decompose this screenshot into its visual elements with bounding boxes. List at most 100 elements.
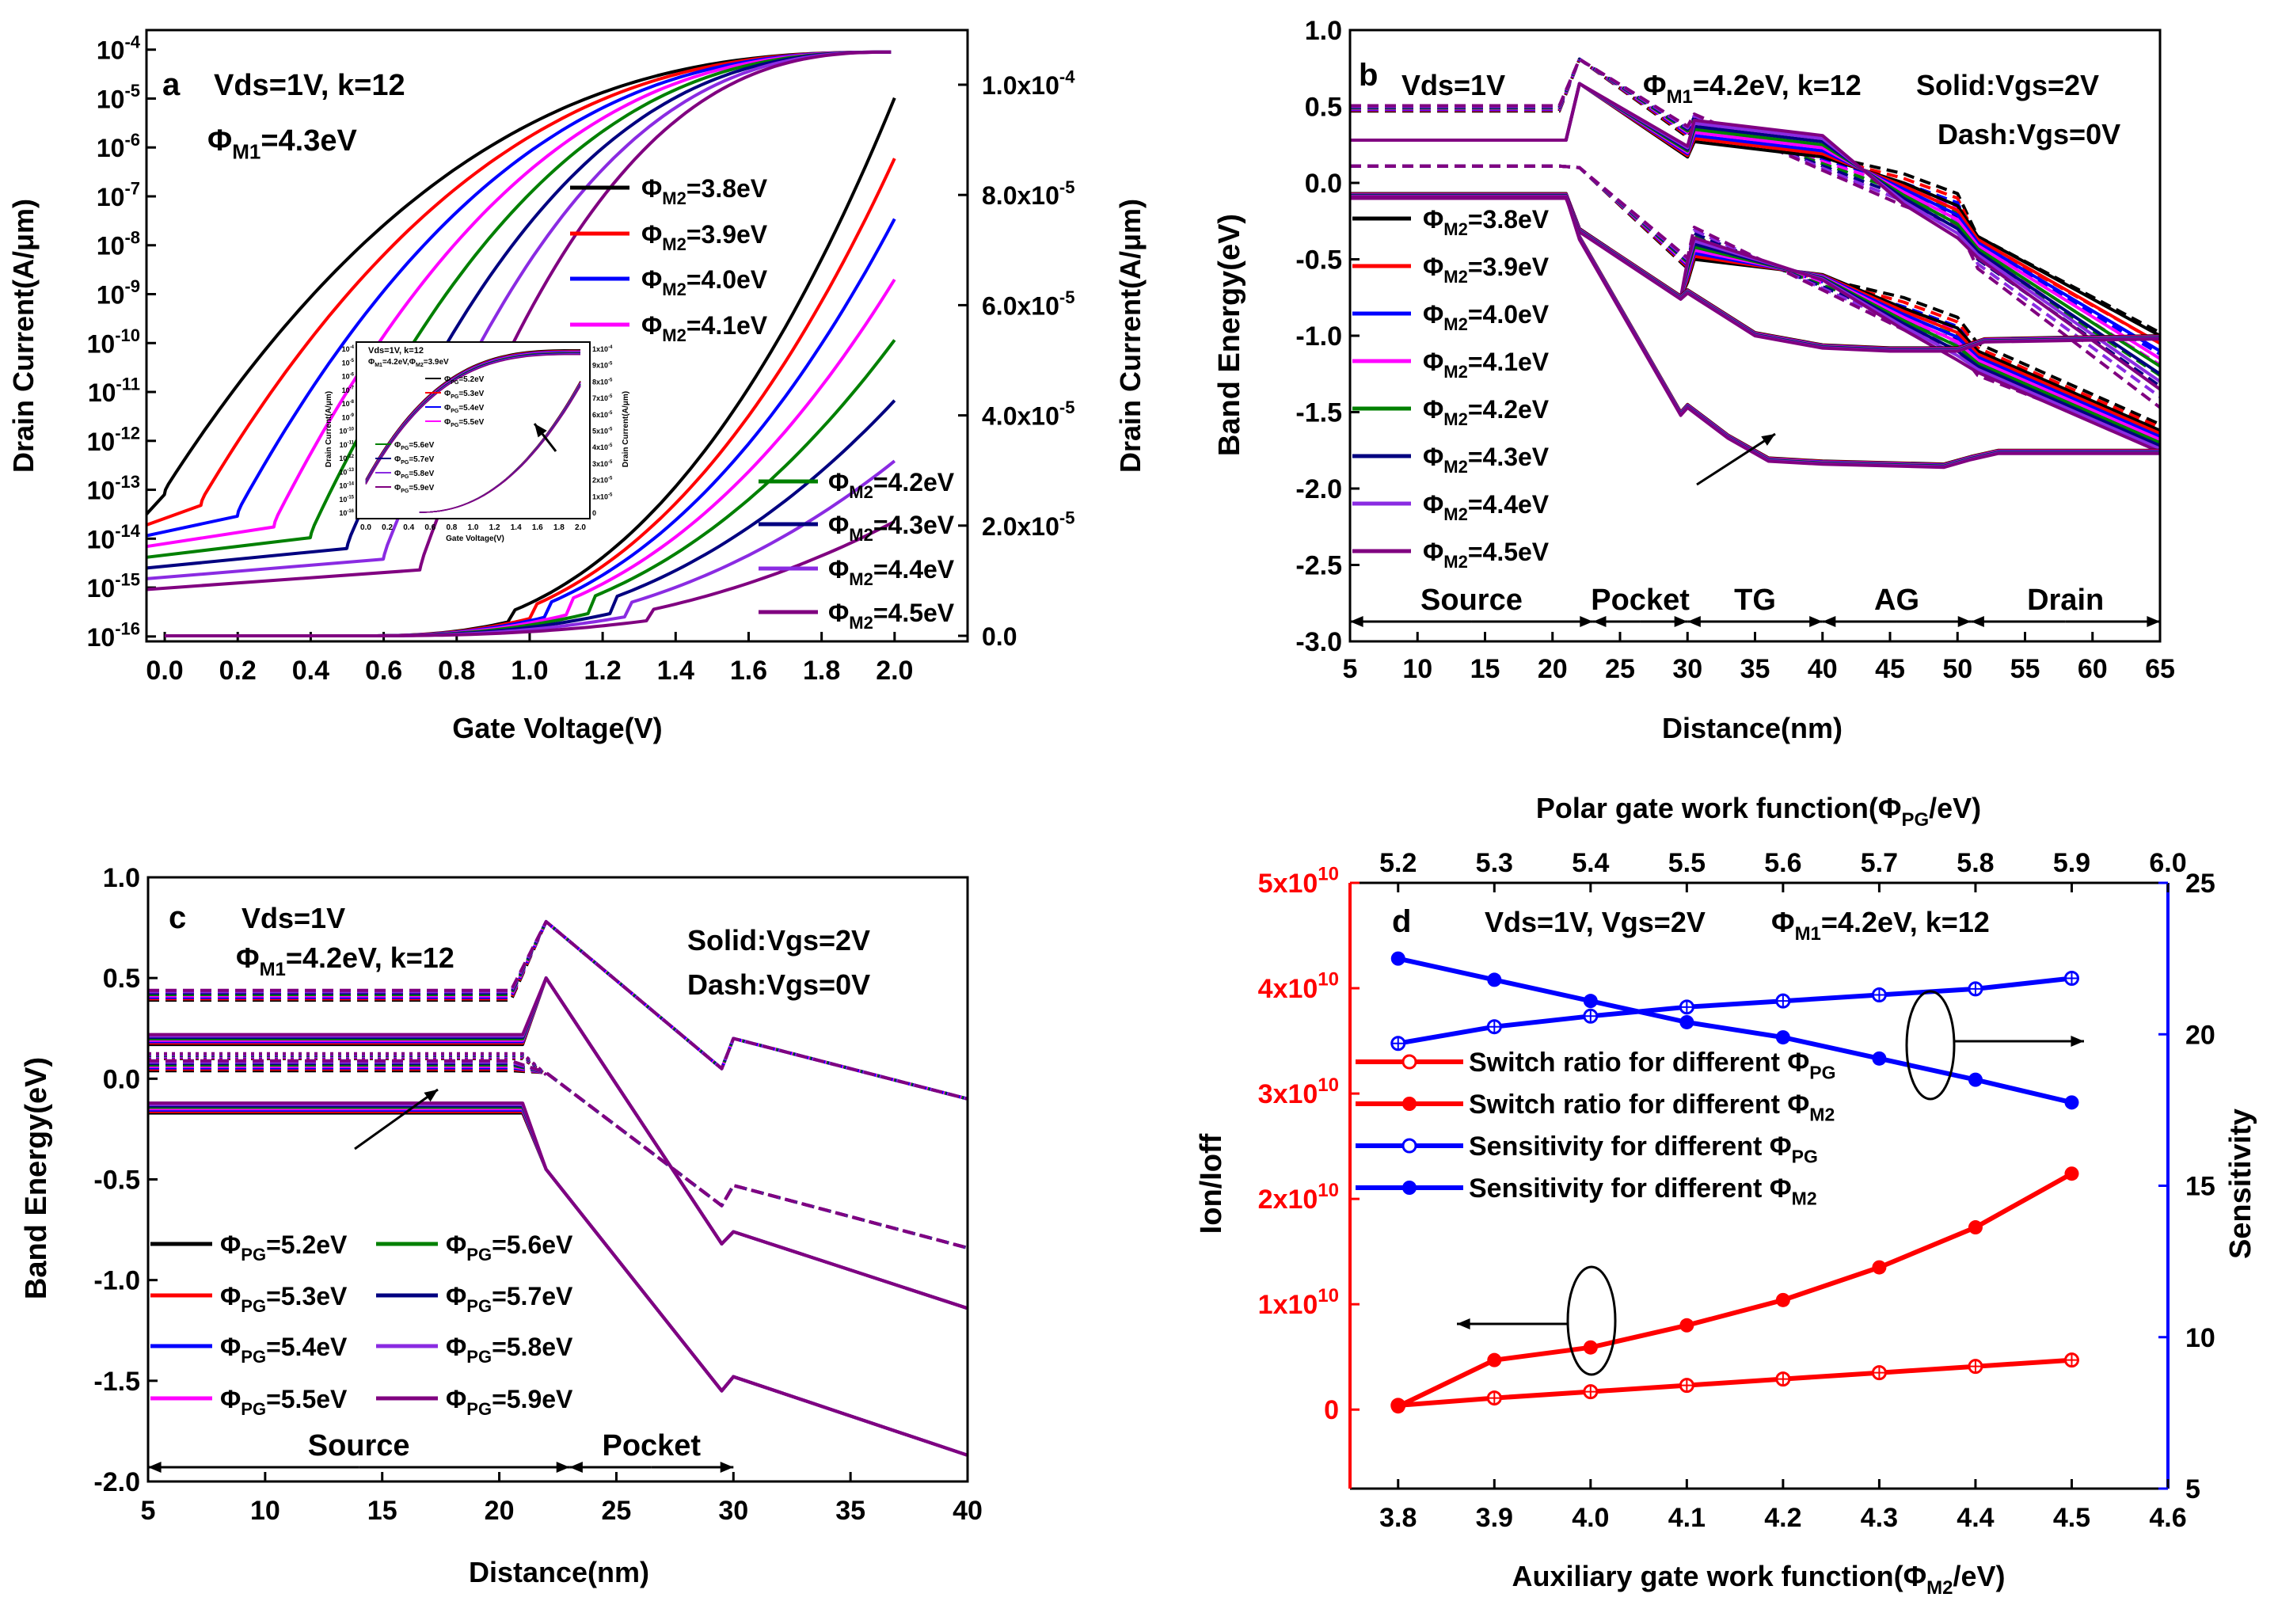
- data-point: [2064, 1166, 2079, 1181]
- inset-x-tick-label: 0.4: [403, 523, 414, 532]
- y-tick-label: 0.0: [1305, 169, 1342, 199]
- inset-y-tick-label: 10-13: [339, 468, 354, 476]
- series-line: [1398, 956, 2073, 1105]
- dashdot-band: [148, 1052, 548, 1076]
- arrow-head: [1457, 1318, 1470, 1330]
- x-tick-label: 40: [953, 1496, 983, 1526]
- annotation: Dash:Vgs=0V: [687, 968, 870, 1001]
- y-axis-label: Band Energy(eV): [1213, 214, 1246, 456]
- inset-legend-label: ΦPG​=5.5eV: [444, 418, 485, 428]
- y-tick-label: 0.5: [103, 964, 140, 994]
- inset-y-tick-label: 10-5: [342, 359, 355, 367]
- solid-band-vb-low: [1350, 193, 2160, 467]
- y-tick-label: 10-6: [97, 130, 140, 162]
- y-right-tick-label: 6.0x10-5: [982, 287, 1074, 320]
- legend-label: Sensitivity for different ΦM2​: [1469, 1173, 1817, 1209]
- arrow-head: [148, 1461, 162, 1474]
- x-tick-label: 1.0: [511, 656, 548, 686]
- dashed-band-vb: [148, 1063, 968, 1249]
- y-tick-label: 1.0: [1305, 16, 1342, 46]
- x-tick-label: 4.3: [1861, 1503, 1898, 1533]
- solid-band-cb: [148, 976, 968, 1310]
- legend-label: ΦM2​=4.4eV: [1423, 490, 1550, 524]
- x-tick-label: 0.8: [438, 656, 475, 686]
- y-right-tick-label: 25: [2185, 869, 2215, 899]
- legend-label: ΦM2​=3.8eV: [1423, 205, 1550, 239]
- legend-label: ΦM2​=4.4eV: [828, 555, 955, 589]
- inset-y-right-tick-label: 0: [592, 509, 596, 517]
- x-top-tick-label: 5.5: [1668, 848, 1706, 878]
- arrow-head: [1687, 615, 1701, 628]
- legend-marker: [1401, 1054, 1417, 1070]
- inset-x-tick-label: 1.6: [532, 523, 543, 532]
- data-point: [1968, 1072, 1983, 1087]
- inset-y-right-tick-label: 1x10-5: [592, 493, 613, 500]
- x-top-tick-label: 6.0: [2149, 848, 2186, 878]
- arrow-head: [1761, 434, 1775, 446]
- inset-y-tick-label: 10-9: [342, 413, 355, 421]
- y-tick-label: -2.0: [93, 1467, 140, 1497]
- x-tick-label: 3.9: [1476, 1503, 1513, 1533]
- data-point: [1583, 994, 1598, 1009]
- annotation: Vds=1V, Vgs=2V: [1485, 906, 1706, 938]
- inset-y-tick-label: 10-14: [339, 481, 354, 489]
- inset-y-tick-label: 10-6: [342, 372, 355, 380]
- inset-linear-curve: [419, 386, 581, 513]
- data-point: [1775, 1292, 1790, 1307]
- x-tick-label: 4.5: [2053, 1503, 2090, 1533]
- inset-annotation: ΦM1​=4.2eV,ΦM2​=3.9eV: [368, 358, 449, 368]
- legend-label: ΦM2​=3.9eV: [1423, 253, 1550, 287]
- inset-x-tick-label: 0.8: [446, 523, 457, 532]
- x-tick-label: 0.6: [365, 656, 402, 686]
- y-tick-label: -1.5: [93, 1367, 140, 1397]
- data-point: [1775, 1030, 1790, 1045]
- x-tick-label: 10: [250, 1496, 280, 1526]
- arrow-head: [2147, 615, 2160, 628]
- arrow-head: [569, 1461, 583, 1474]
- inset-legend-label: ΦPG​=5.8eV: [394, 470, 435, 480]
- x-tick-label: 0.4: [292, 656, 329, 686]
- y-tick-label: 10-15: [87, 570, 140, 603]
- legend-label: Switch ratio for different ΦPG​: [1469, 1048, 1836, 1083]
- plot-frame: [146, 876, 969, 1483]
- dashed-band-vb: [148, 1062, 968, 1249]
- panel-a: 0.0 0.2 0.4 0.6 0.8 1.0 1.2 1.4 1.6 1.8 2.0 10-16 10…: [7, 29, 1147, 744]
- y-tick-label: 10-7: [97, 179, 140, 211]
- plot-frame: [1348, 29, 2162, 643]
- inset-y-right-tick-label: 7x10-5: [592, 394, 613, 402]
- x-tick-label: 60: [2078, 654, 2108, 684]
- x-tick-label: 0.2: [219, 656, 257, 686]
- y-right-tick-label: 5: [2185, 1474, 2200, 1504]
- y-right-tick-label: 10: [2185, 1323, 2215, 1353]
- y-tick-label: -1.5: [1295, 398, 1342, 428]
- data-point: [1872, 1260, 1887, 1275]
- x-tick-label: 1.4: [657, 656, 694, 686]
- inset-y-tick-label: 10-15: [339, 496, 354, 504]
- dashed-band-vb: [148, 1059, 968, 1249]
- y-tick-label: 1.0: [103, 863, 140, 893]
- region-label: Pocket: [1591, 584, 1690, 617]
- data-point: [1390, 951, 1405, 966]
- y-right-tick-label: 0.0: [982, 622, 1017, 651]
- x-top-tick-label: 5.6: [1764, 848, 1801, 878]
- inset-y-tick-label: 10-10: [339, 427, 354, 435]
- x-top-tick-label: 5.3: [1476, 848, 1513, 878]
- arrow-head: [534, 424, 547, 438]
- trend-arrow: [1696, 432, 1776, 486]
- y-tick-label: 10-11: [88, 375, 140, 407]
- dashed-band-vb: [148, 1067, 968, 1249]
- inset-legend-label: ΦPG​=5.9eV: [394, 484, 435, 494]
- inset-y-tick-label: 10-8: [342, 400, 355, 408]
- legend-label: ΦPG​=5.7eV: [446, 1282, 573, 1316]
- x-axis-label: Distance(nm): [469, 1556, 649, 1588]
- x-tick-label: 3.8: [1379, 1503, 1417, 1533]
- arrow-head: [2071, 1035, 2084, 1048]
- inset-y-axis-label: Drain Current(A/μm): [325, 391, 333, 467]
- x-tick-label: 30: [718, 1496, 748, 1526]
- inset-y-tick-label: 10-12: [339, 454, 354, 462]
- x-tick-label: 55: [2010, 654, 2040, 684]
- region-label: Drain: [2027, 584, 2104, 617]
- inset-y-tick-label: 10-11: [340, 441, 355, 449]
- legend-label: ΦPG​=5.4eV: [220, 1333, 348, 1367]
- legend-label: ΦPG​=5.2eV: [220, 1230, 348, 1265]
